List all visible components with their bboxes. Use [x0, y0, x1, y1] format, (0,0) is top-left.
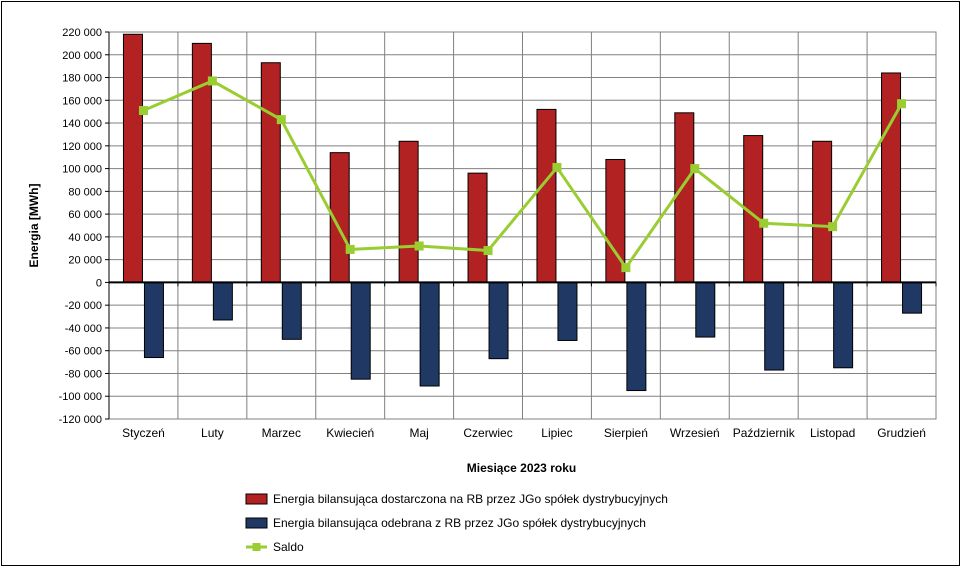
legend-label: Saldo — [273, 540, 304, 554]
saldo-point — [828, 222, 838, 232]
bar — [488, 281, 509, 360]
saldo-point — [552, 162, 562, 172]
bar — [902, 281, 923, 314]
saldo-point — [621, 263, 631, 273]
bar — [467, 172, 488, 283]
x-tick-label: Sierpień — [604, 426, 648, 440]
x-axis-title: Miesiące 2023 roku — [467, 461, 576, 475]
bar — [398, 140, 419, 283]
y-tick-label: 160 000 — [62, 95, 102, 107]
legend-label: Energia bilansująca dostarczona na RB pr… — [273, 492, 668, 506]
bar — [557, 281, 578, 341]
x-tick-label: Czerwiec — [463, 426, 512, 440]
x-tick-label: Październik — [733, 426, 796, 440]
saldo-point — [138, 106, 148, 116]
saldo-point — [345, 244, 355, 254]
saldo-point — [897, 99, 907, 109]
x-tick-label: Kwiecień — [326, 426, 374, 440]
y-tick-label: -40 000 — [65, 323, 102, 335]
y-tick-label: 140 000 — [62, 118, 102, 130]
bar — [350, 281, 371, 380]
bar — [143, 281, 164, 359]
saldo-point — [414, 241, 424, 251]
y-tick-label: -120 000 — [59, 414, 102, 426]
bar — [764, 281, 785, 371]
y-tick-label: 60 000 — [68, 209, 102, 221]
saldo-point — [690, 164, 700, 174]
x-tick-label: Luty — [201, 426, 224, 440]
x-tick-label: Listopad — [810, 426, 855, 440]
y-axis-title: Energia [MWh] — [27, 184, 41, 268]
saldo-point — [759, 218, 769, 228]
y-tick-label: -100 000 — [59, 391, 102, 403]
legend-swatch — [245, 517, 268, 529]
x-tick-label: Styczeń — [122, 426, 165, 440]
x-tick-label: Maj — [409, 426, 428, 440]
y-tick-label: 220 000 — [62, 27, 102, 39]
y-tick-label: -60 000 — [65, 346, 102, 358]
saldo-point — [207, 76, 217, 86]
saldo-point — [276, 115, 286, 125]
bar — [122, 33, 143, 283]
bar — [695, 281, 716, 338]
saldo-line — [138, 76, 907, 273]
y-tick-label: -20 000 — [65, 300, 102, 312]
bars — [122, 33, 923, 392]
bar — [212, 281, 233, 321]
x-tick-label: Lipiec — [541, 426, 572, 440]
y-tick-label: 100 000 — [62, 164, 102, 176]
y-tick-label: 120 000 — [62, 141, 102, 153]
bar — [626, 281, 647, 392]
saldo-point — [483, 246, 493, 256]
bar — [419, 281, 440, 387]
x-tick-label: Wrzesień — [670, 426, 720, 440]
bar — [281, 281, 302, 340]
bar — [536, 108, 557, 283]
x-tick-label: Marzec — [262, 426, 301, 440]
y-tick-label: 20 000 — [68, 255, 102, 267]
y-tick-label: 180 000 — [62, 73, 102, 85]
legend: Energia bilansująca dostarczona na RB pr… — [245, 492, 668, 554]
legend-swatch — [245, 493, 268, 505]
bar — [674, 112, 695, 283]
bar — [833, 281, 854, 369]
y-tick-label: 0 — [96, 277, 102, 289]
y-tick-label: -80 000 — [65, 368, 102, 380]
legend-marker — [252, 543, 261, 551]
y-tick-label: 80 000 — [68, 186, 102, 198]
legend-label: Energia bilansująca odebrana z RB przez … — [273, 516, 646, 530]
bar — [260, 62, 281, 283]
y-tick-label: 40 000 — [68, 232, 102, 244]
saldo-polyline — [142, 79, 903, 271]
y-tick-label: 200 000 — [62, 50, 102, 62]
x-tick-label: Grudzień — [877, 426, 926, 440]
axes: -120 000 -100 000 -80 000 -60 000 -40 000 -20… — [59, 27, 937, 440]
bar — [812, 140, 833, 283]
